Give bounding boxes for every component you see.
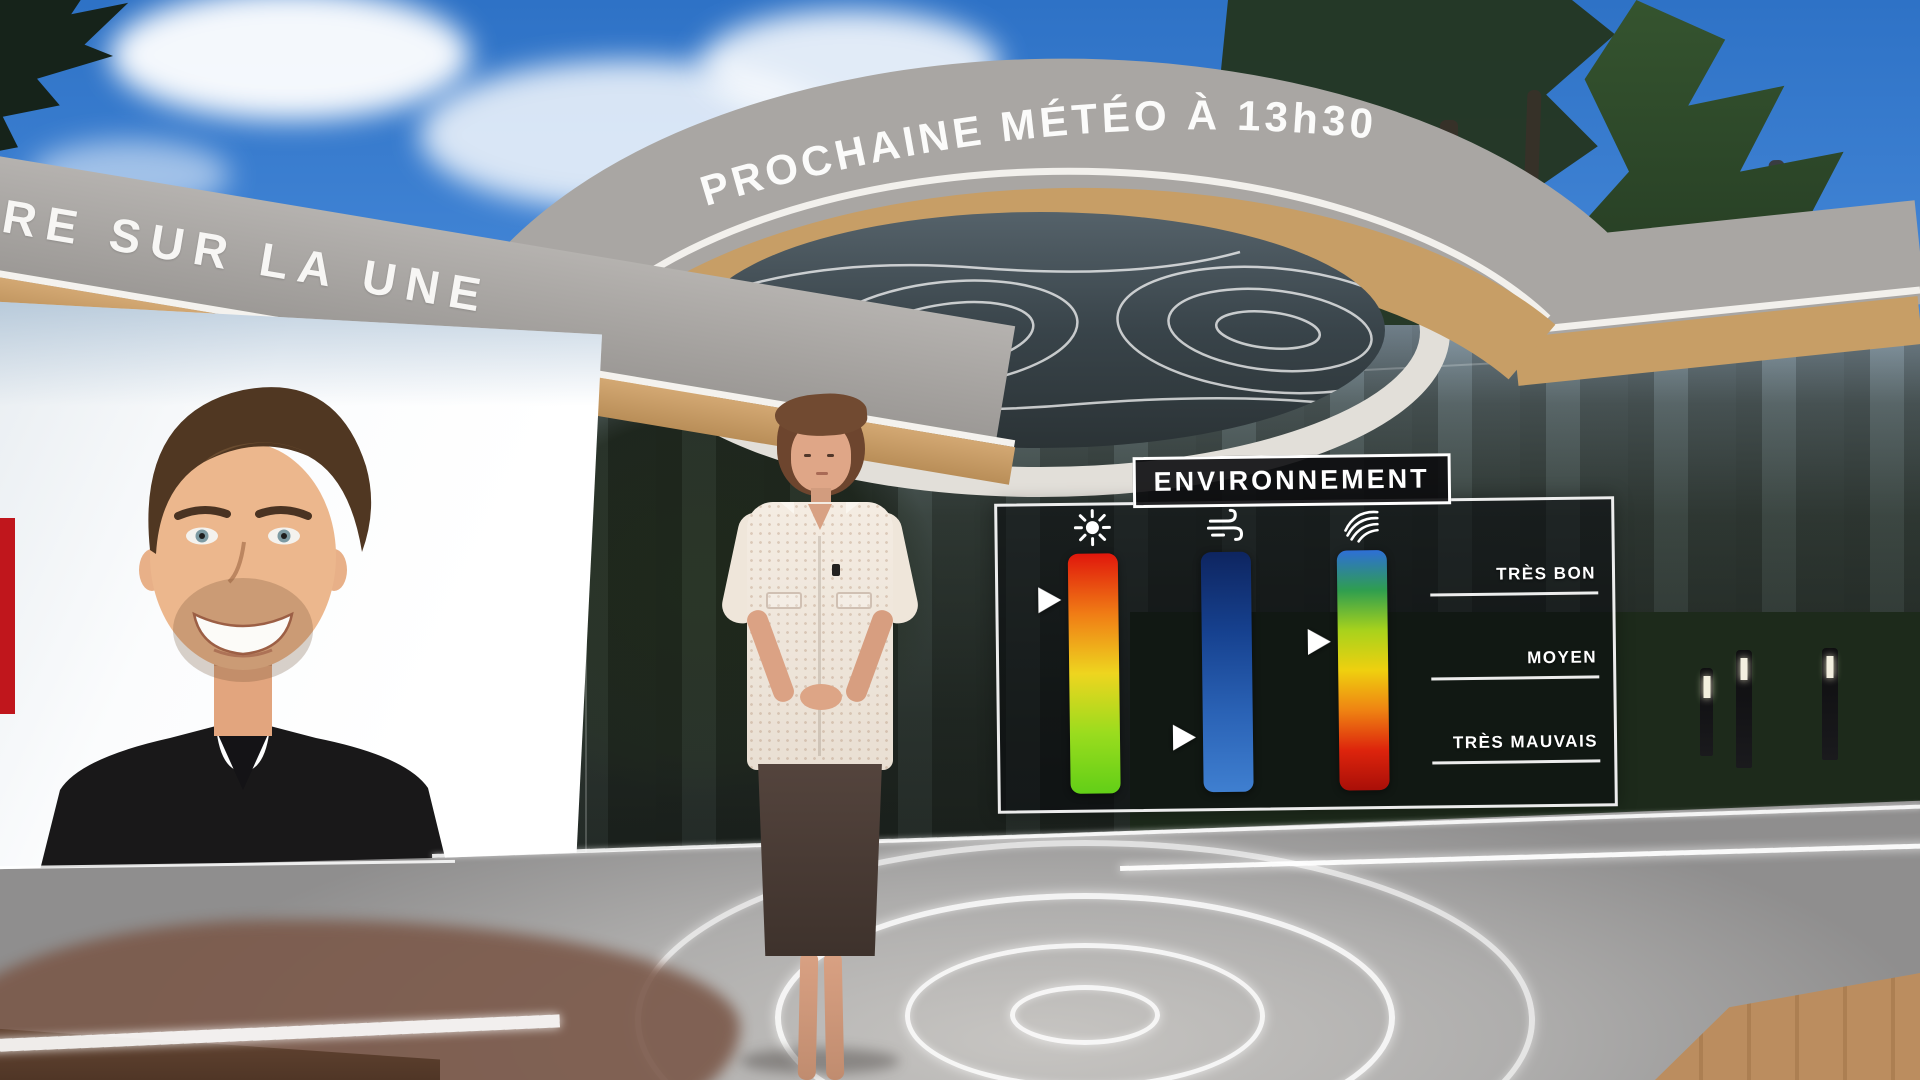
cloud: [700, 10, 1000, 120]
level-label-moyen: MOYEN: [1527, 647, 1598, 668]
presenter-placket: [818, 536, 821, 756]
presenter-hands: [800, 684, 842, 710]
environment-panel: ENVIRONNEMENT: [994, 453, 1618, 814]
sun-icon: [1073, 509, 1111, 547]
lower-lip: [213, 648, 273, 658]
pupil: [281, 533, 287, 539]
gauge-bar: [1067, 553, 1121, 794]
floor-ring: [905, 943, 1265, 1080]
presenter-eye: [827, 454, 834, 457]
blazer: [38, 726, 450, 878]
presenter-mouth: [816, 472, 828, 475]
path-light-bollard: [1700, 668, 1713, 756]
level-label-tres-mauvais: TRÈS MAUVAIS: [1452, 731, 1599, 753]
gauge-bar: [1200, 551, 1254, 793]
path-light-bollard: [1822, 648, 1838, 760]
hair: [148, 387, 372, 554]
gauge-uv: [1038, 509, 1121, 794]
presenter-leg: [797, 951, 819, 1080]
smile: [192, 611, 294, 656]
pupil: [199, 533, 205, 539]
bollard-lamp: [1740, 658, 1748, 680]
presenter-pocket: [836, 592, 872, 609]
environment-panel-title: ENVIRONNEMENT: [1132, 453, 1451, 509]
gauge-marker: [1307, 628, 1332, 656]
presenter-leg: [823, 951, 845, 1080]
presenter-eye: [804, 454, 811, 457]
presenter-shadow: [740, 1048, 900, 1074]
pollen-icon: [1344, 510, 1379, 543]
level-line: [1431, 675, 1600, 680]
path-light-bollard: [1736, 650, 1752, 768]
tshirt: [216, 730, 270, 790]
presenter-neck: [811, 488, 831, 506]
gauge-bar: [1336, 550, 1390, 791]
floor-ring: [1010, 985, 1160, 1045]
presenter-pocket: [766, 592, 802, 609]
level-label-tres-bon: TRÈS BON: [1496, 563, 1597, 584]
gauge-marker: [1172, 724, 1197, 751]
weather-presenter: [718, 390, 922, 1080]
eyebrow: [174, 506, 231, 520]
bollard-lamp: [1703, 676, 1710, 698]
level-line: [1430, 591, 1599, 596]
wind-icon: [1206, 508, 1244, 541]
gauge-marker: [1038, 586, 1062, 613]
wood-floor-right: [1655, 973, 1920, 1080]
red-graphic-stripe: [0, 518, 15, 714]
cloud: [110, 0, 470, 120]
bollard-lamp: [1826, 656, 1834, 678]
level-line: [1432, 759, 1601, 764]
hair-highlight: [204, 442, 310, 462]
clip-microphone: [832, 564, 840, 576]
guest-portrait-photo: [38, 387, 450, 878]
studio-floor: [0, 800, 1920, 1080]
presenter-skirt: [758, 764, 882, 956]
gauge-pollen: [1307, 510, 1390, 791]
gauge-wind: [1172, 508, 1254, 793]
eyebrow: [255, 506, 312, 520]
nose: [227, 541, 246, 584]
